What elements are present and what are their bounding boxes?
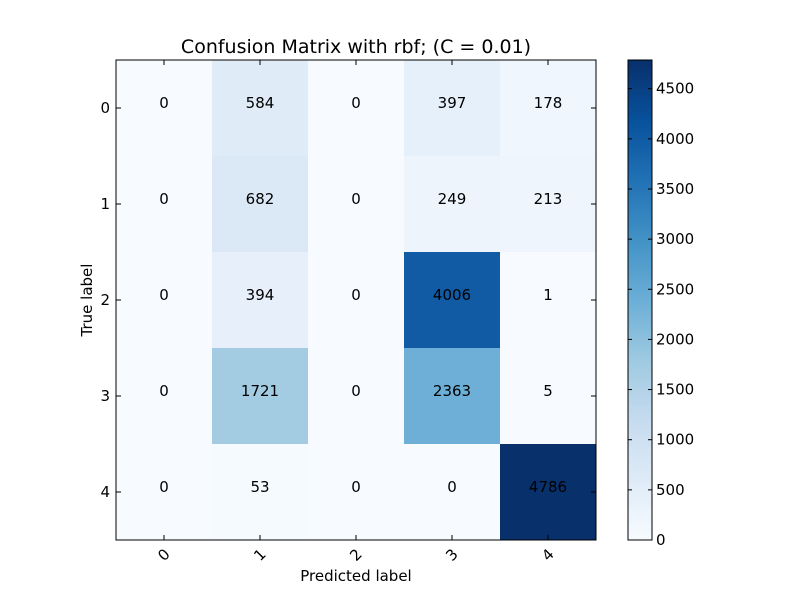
colorbar-tick-label: 500 — [656, 481, 685, 499]
x-tick-label: 2 — [346, 545, 365, 564]
y-axis-ticks: 0 1 2 3 4 — [100, 99, 596, 501]
colorbar-tick-label: 4000 — [656, 130, 694, 148]
y-axis-label: True label — [78, 264, 96, 338]
colorbar — [627, 59, 653, 541]
cell-value-label: 2363 — [433, 382, 471, 400]
heatmap-cell — [500, 252, 596, 348]
y-tick-label: 0 — [100, 99, 110, 117]
heatmap-cell — [212, 60, 308, 156]
x-tick-label: 4 — [538, 545, 557, 564]
heatmap-cell — [500, 60, 596, 156]
cell-value-label: 394 — [246, 286, 275, 304]
heatmap-cells — [116, 60, 596, 540]
heatmap-cell — [404, 348, 500, 444]
y-tick-label: 1 — [100, 195, 110, 213]
cell-value-label: 0 — [159, 94, 169, 112]
x-tick-label: 3 — [442, 545, 461, 564]
cell-value-label: 682 — [246, 190, 275, 208]
heatmap-cell — [308, 444, 404, 540]
heatmap-cell — [116, 444, 212, 540]
cell-value-label: 0 — [351, 478, 361, 496]
heatmap-cell — [404, 444, 500, 540]
heatmap-cell — [212, 156, 308, 252]
colorbar-tick-label: 2500 — [656, 280, 694, 298]
colorbar-tick-label: 0 — [656, 531, 666, 549]
cell-value-label: 213 — [534, 190, 563, 208]
heatmap-cell — [308, 348, 404, 444]
heatmap-cell-labels: 0 584 0 397 178 0 682 0 249 213 0 394 0 4006 1 0 1721 0 23… — [159, 94, 567, 496]
heatmap-cell — [308, 60, 404, 156]
heatmap-cell — [212, 348, 308, 444]
heatmap-cell — [500, 444, 596, 540]
heatmap-cell — [116, 60, 212, 156]
y-tick-label: 2 — [100, 291, 110, 309]
cell-value-label: 584 — [246, 94, 275, 112]
heatmap-cell — [212, 252, 308, 348]
y-tick-label: 3 — [100, 387, 110, 405]
heatmap-cell — [500, 348, 596, 444]
heatmap-cell — [404, 60, 500, 156]
cell-value-label: 0 — [351, 382, 361, 400]
cell-value-label: 5 — [543, 382, 553, 400]
heatmap-cell — [404, 252, 500, 348]
heatmap-cell — [116, 252, 212, 348]
cell-value-label: 0 — [351, 94, 361, 112]
colorbar-tick-label: 2000 — [656, 330, 694, 348]
cell-value-label: 0 — [159, 190, 169, 208]
y-tick-label: 4 — [100, 483, 110, 501]
colorbar-ticks: 0 500 1000 1500 2000 2500 3000 3500 4000 4500 — [628, 80, 694, 549]
heatmap-cell — [116, 156, 212, 252]
cell-value-label: 53 — [250, 478, 269, 496]
cell-value-label: 178 — [534, 94, 563, 112]
heatmap-cell — [116, 348, 212, 444]
cell-value-label: 0 — [351, 286, 361, 304]
cell-value-label: 4006 — [433, 286, 471, 304]
chart-title: Confusion Matrix with rbf; (C = 0.01) — [181, 36, 531, 58]
colorbar-tick-label: 1000 — [656, 431, 694, 449]
colorbar-tick-label: 1500 — [656, 381, 694, 399]
cell-value-label: 397 — [438, 94, 467, 112]
heatmap-cell — [308, 156, 404, 252]
colorbar-tick-label: 3000 — [656, 230, 694, 248]
heatmap-cell — [308, 252, 404, 348]
cell-value-label: 0 — [159, 382, 169, 400]
x-tick-label: 1 — [250, 545, 269, 564]
cell-value-label: 4786 — [529, 478, 567, 496]
colorbar-tick-label: 4500 — [656, 80, 694, 98]
x-tick-label: 0 — [154, 545, 173, 564]
colorbar-tick-label: 3500 — [656, 180, 694, 198]
heatmap-cell — [500, 156, 596, 252]
heatmap-cell — [212, 444, 308, 540]
cell-value-label: 249 — [438, 190, 467, 208]
x-axis-label: Predicted label — [300, 567, 411, 585]
cell-value-label: 0 — [447, 478, 457, 496]
cell-value-label: 0 — [351, 190, 361, 208]
cell-value-label: 0 — [159, 478, 169, 496]
cell-value-label: 1721 — [241, 382, 279, 400]
cell-value-label: 1 — [543, 286, 553, 304]
cell-value-label: 0 — [159, 286, 169, 304]
heatmap-cell — [404, 156, 500, 252]
